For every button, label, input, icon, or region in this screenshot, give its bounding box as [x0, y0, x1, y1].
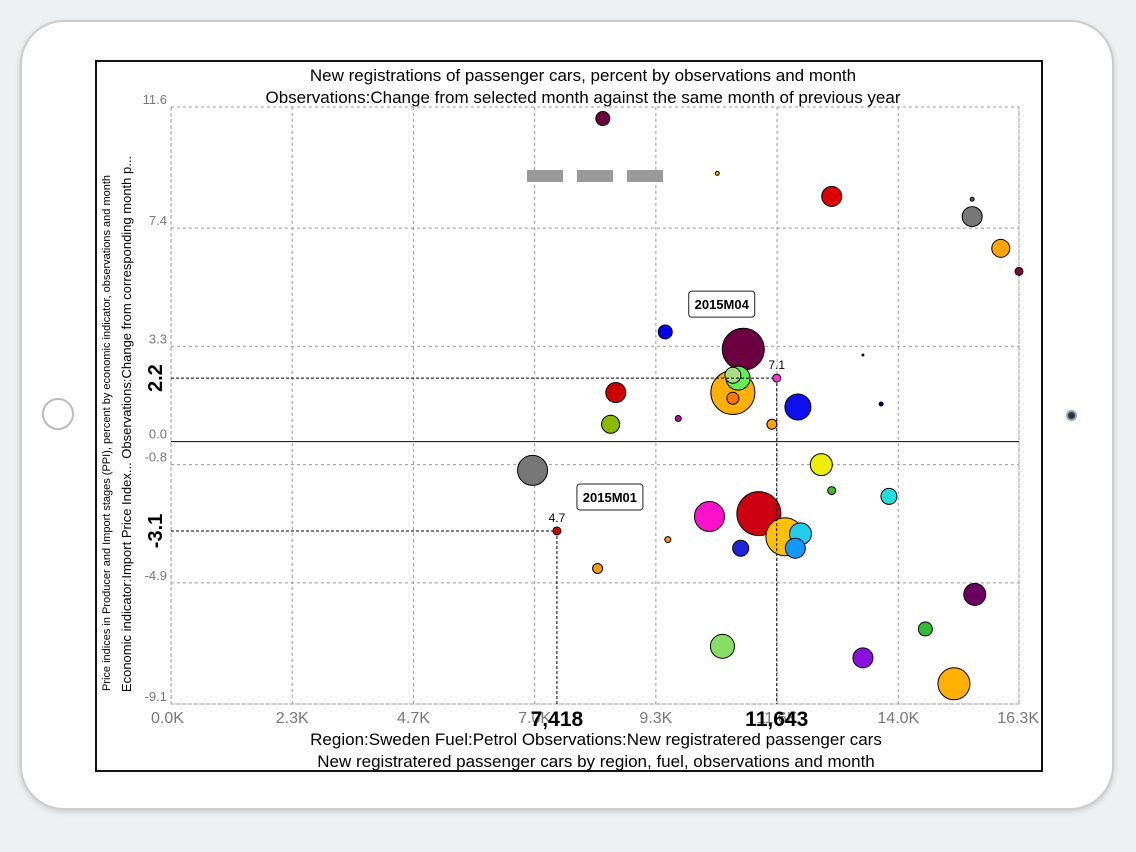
- plot-frame: [170, 106, 1020, 705]
- data-point: [601, 414, 621, 434]
- highlight-value-label: 4.7: [549, 511, 566, 525]
- camera-icon: [1066, 410, 1077, 421]
- highlight-tag: 2015M04: [695, 297, 750, 312]
- x-tick-label: 0.0K: [151, 710, 184, 727]
- data-point: [714, 170, 720, 176]
- y-tick-label: 3.3: [149, 331, 167, 346]
- y-tick-label: 7.4: [149, 213, 167, 228]
- y-tick-label: 0.0: [149, 427, 167, 442]
- data-point: [861, 353, 865, 357]
- data-point: [880, 487, 898, 505]
- data-point: [809, 453, 833, 477]
- highlight-tag-box: [688, 290, 756, 318]
- data-point: [674, 414, 682, 422]
- data-point: [657, 324, 673, 340]
- data-point: [784, 393, 812, 421]
- x-tick-label: 9.3K: [639, 710, 672, 727]
- y-tick-label: -0.8: [145, 450, 167, 465]
- data-point: [517, 454, 549, 486]
- scatter-chart[interactable]: New registrations of passenger cars, per…: [97, 62, 1041, 770]
- data-point: [1014, 266, 1024, 276]
- data-point: [605, 382, 627, 404]
- data-point: [937, 667, 971, 701]
- highlight-point: [772, 373, 782, 383]
- highlight-x-label: 7,418: [531, 708, 584, 731]
- data-point: [917, 621, 933, 637]
- data-point: [592, 562, 604, 574]
- highlight-y-label: 2.2: [145, 364, 167, 392]
- highlight-tag-box: [576, 483, 644, 511]
- highlight-tag: 2015M01: [583, 490, 637, 505]
- data-point: [963, 582, 987, 606]
- x-tick-label: 4.7K: [397, 710, 430, 727]
- data-point: [595, 111, 611, 127]
- home-button-icon[interactable]: [42, 398, 74, 430]
- highlight-point: [552, 526, 562, 536]
- x-tick-label: 16.3K: [997, 710, 1039, 727]
- x-axis-label: Region:Sweden Fuel:Petrol Observations:N…: [310, 730, 882, 749]
- data-point: [693, 501, 725, 533]
- data-point: [721, 327, 765, 371]
- data-point: [709, 633, 735, 659]
- chart-screen: New registrations of passenger cars, per…: [95, 60, 1043, 772]
- legend-dash: [527, 170, 563, 182]
- chart-subtitle: Observations:Change from selected month …: [265, 88, 900, 107]
- data-point: [827, 486, 837, 496]
- chart-title: New registrations of passenger cars, per…: [310, 66, 856, 85]
- data-point: [766, 418, 778, 430]
- x-tick-label: 7.0K: [518, 710, 551, 727]
- data-point: [991, 238, 1011, 258]
- x-tick-label: 2.3K: [276, 710, 309, 727]
- y-axis-label: Price indices in Producer and Import sta…: [101, 175, 113, 691]
- data-point: [726, 391, 740, 405]
- data-point: [784, 537, 806, 559]
- highlight-y-label: -3.1: [145, 514, 167, 548]
- highlight-value-label: 7.1: [768, 358, 785, 372]
- y-tick-label: 11.6: [143, 92, 167, 107]
- data-point: [732, 539, 750, 557]
- data-point: [664, 536, 672, 544]
- x-axis-label-secondary: New registratered passenger cars by regi…: [317, 752, 875, 770]
- data-point: [852, 647, 874, 669]
- legend-dash: [627, 170, 663, 182]
- y-tick-label: -9.1: [145, 689, 167, 704]
- highlight-x-label: 11,643: [745, 708, 808, 731]
- y-tick-label: -4.9: [145, 568, 167, 583]
- x-tick-label: 14.0K: [877, 710, 919, 727]
- data-point: [969, 196, 975, 202]
- data-point: [821, 185, 843, 207]
- data-point: [961, 206, 983, 228]
- y-axis-label-secondary: Economic indicator:Import Price Index...…: [119, 156, 134, 692]
- x-tick-label: 11.6K: [757, 710, 798, 727]
- legend-dash: [577, 170, 613, 182]
- data-point: [878, 401, 884, 407]
- data-point: [724, 366, 742, 384]
